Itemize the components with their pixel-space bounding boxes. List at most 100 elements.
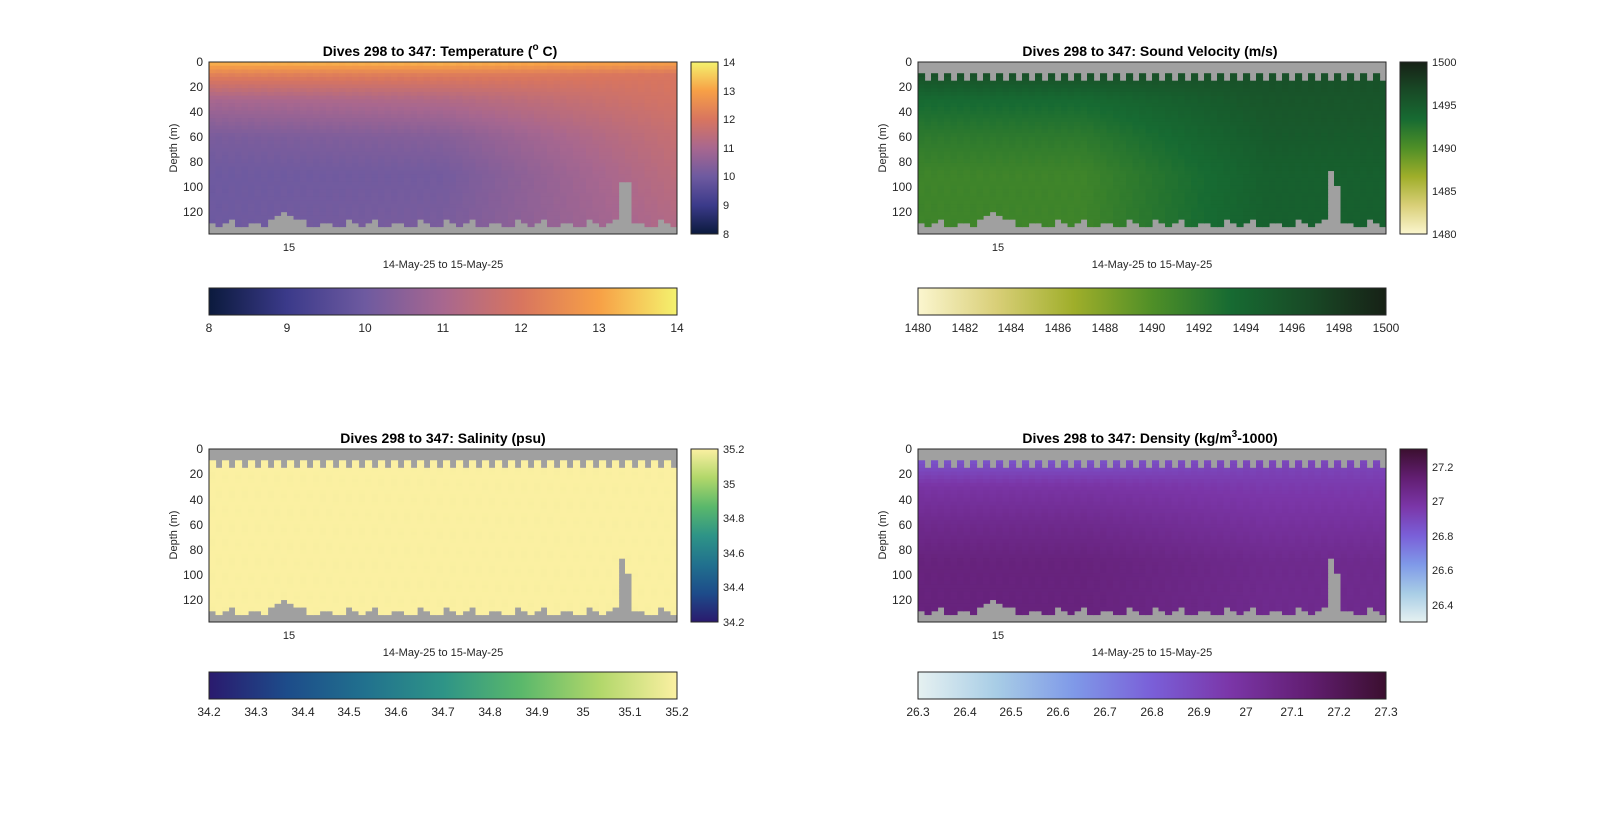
heatmap-cell: [918, 159, 926, 164]
heatmap-cell: [657, 185, 665, 190]
heatmap-cell: [319, 204, 327, 209]
heatmap-cell: [1165, 91, 1173, 97]
heatmap-cell: [1113, 140, 1121, 145]
heatmap-cell: [1035, 144, 1043, 149]
heatmap-cell: [631, 121, 639, 127]
heatmap-cell: [1087, 207, 1095, 213]
heatmap-cell: [1080, 192, 1088, 198]
heatmap-cell: [378, 62, 386, 67]
heatmap-cell: [1106, 196, 1114, 201]
heatmap-cell: [924, 200, 932, 205]
heatmap-cell: [469, 159, 477, 164]
heatmap-cell: [1139, 177, 1147, 183]
heatmap-cell: [462, 207, 470, 213]
heatmap-cell: [618, 69, 626, 74]
heatmap-cell: [306, 219, 314, 224]
heatmap-cell: [482, 88, 490, 93]
heatmap-cell: [430, 133, 438, 138]
heatmap-cell: [1048, 121, 1056, 127]
heatmap-cell: [1184, 99, 1192, 104]
heatmap-cell: [397, 215, 405, 220]
heatmap-cell: [540, 148, 548, 153]
heatmap-cell: [475, 196, 483, 201]
heatmap-cell: [573, 189, 581, 194]
heatmap-cell: [657, 177, 665, 183]
heatmap-cell: [1178, 200, 1186, 205]
heatmap-cell: [651, 196, 659, 201]
heatmap-cell: [339, 140, 347, 145]
heatmap-cell: [638, 144, 646, 149]
heatmap-cell: [1204, 185, 1212, 190]
heatmap-cell: [1022, 84, 1030, 89]
heatmap-cell: [1106, 84, 1114, 89]
heatmap-cell: [1165, 99, 1173, 104]
heatmap-cell: [332, 166, 340, 172]
heatmap-cell: [1048, 129, 1056, 134]
heatmap-cell: [976, 155, 984, 160]
heatmap-cell: [1041, 144, 1049, 149]
heatmap-cell: [462, 114, 470, 119]
heatmap-cell: [222, 133, 230, 138]
heatmap-cell: [261, 211, 269, 216]
heatmap-cell: [209, 110, 217, 115]
heatmap-cell: [970, 177, 978, 183]
heatmap-cell: [996, 189, 1004, 194]
heatmap-cell: [1009, 95, 1017, 100]
heatmap-cell: [547, 159, 555, 164]
heatmap-cell: [397, 136, 405, 142]
heatmap-cell: [222, 118, 230, 123]
heatmap-cell: [1171, 207, 1179, 213]
heatmap-cell: [332, 136, 340, 142]
heatmap-cell: [1093, 118, 1101, 123]
heatmap-cell: [1087, 166, 1095, 172]
heatmap-cell: [1022, 95, 1030, 100]
heatmap-cell: [944, 189, 952, 194]
heatmap-cell: [1002, 196, 1010, 201]
heatmap-cell: [1223, 140, 1231, 145]
heatmap-cell: [1035, 215, 1043, 220]
heatmap-cell: [482, 148, 490, 153]
heatmap-cell: [345, 73, 353, 78]
heatmap-cell: [1165, 136, 1173, 142]
heatmap-cell: [963, 88, 971, 93]
heatmap-cell: [514, 95, 522, 100]
heatmap-cell: [482, 80, 490, 86]
heatmap-cell: [488, 95, 496, 100]
heatmap-cell: [430, 174, 438, 179]
heatmap-cell: [417, 133, 425, 138]
heatmap-cell: [1152, 177, 1160, 183]
heatmap-cell: [469, 162, 477, 168]
heatmap-cell: [1152, 204, 1160, 209]
heatmap-cell: [547, 155, 555, 160]
heatmap-cell: [209, 200, 217, 205]
heatmap-cell: [293, 69, 301, 74]
heatmap-cell: [508, 174, 516, 179]
heatmap-cell: [1191, 185, 1199, 190]
heatmap-cell: [527, 185, 535, 190]
heatmap-cell: [1080, 166, 1088, 172]
heatmap-cell: [222, 121, 230, 127]
heatmap-cell: [254, 129, 262, 134]
heatmap-cell: [287, 80, 295, 86]
heatmap-cell: [599, 151, 607, 157]
heatmap-cell: [983, 159, 991, 164]
heatmap-cell: [996, 136, 1004, 142]
heatmap-cell: [1158, 200, 1166, 205]
heatmap-cell: [254, 133, 262, 138]
heatmap-cell: [1184, 95, 1192, 100]
heatmap-cell: [254, 110, 262, 115]
heatmap-cell: [950, 129, 958, 134]
heatmap-cell: [326, 118, 334, 123]
heatmap-cell: [404, 204, 412, 209]
heatmap-cell: [1100, 91, 1108, 97]
heatmap-cell: [1158, 144, 1166, 149]
heatmap-cell: [1204, 166, 1212, 172]
heatmap-cell: [501, 211, 509, 216]
heatmap-cell: [983, 88, 991, 93]
heatmap-cell: [449, 73, 457, 78]
heatmap-cell: [378, 65, 386, 71]
heatmap-cell: [384, 177, 392, 183]
sound-velocity-title: Dives 298 to 347: Sound Velocity (m/s): [1022, 43, 1277, 59]
heatmap-cell: [644, 140, 652, 145]
